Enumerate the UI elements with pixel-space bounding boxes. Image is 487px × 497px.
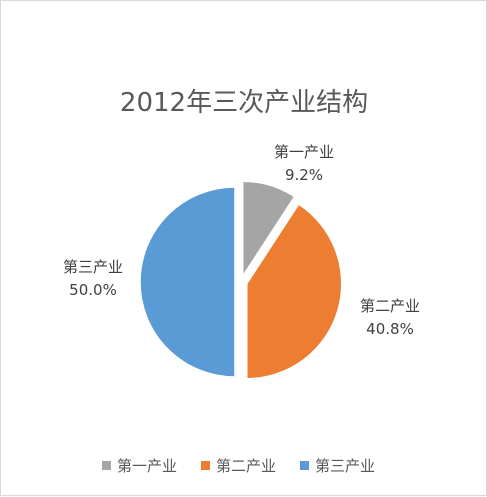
chart-title: 2012年三次产业结构 [120, 88, 368, 118]
slice-category-label: 第二产业 [360, 297, 420, 315]
pie-slices [139, 180, 343, 380]
legend-swatch-1 [102, 461, 111, 470]
legend-swatch-3 [300, 461, 309, 470]
legend-swatch-2 [201, 461, 210, 470]
slice-category-label: 第一产业 [274, 143, 334, 161]
chart-legend: 第一产业 第二产业 第三产业 [102, 457, 375, 475]
slice-value-label: 40.8% [366, 320, 414, 338]
slice-value-label: 9.2% [285, 166, 323, 184]
pie-slice-2 [246, 203, 343, 380]
pie-labels: 第一产业 9.2% 第二产业 40.8% 第三产业 50.0% [63, 143, 420, 338]
legend-label-3: 第三产业 [315, 457, 375, 475]
pie-slice-3 [139, 186, 236, 378]
slice-category-label: 第三产业 [63, 258, 123, 276]
pie-slice-1 [241, 180, 296, 279]
legend-label-1: 第一产业 [117, 457, 177, 475]
slice-value-label: 50.0% [69, 281, 117, 299]
legend-label-2: 第二产业 [216, 457, 276, 475]
